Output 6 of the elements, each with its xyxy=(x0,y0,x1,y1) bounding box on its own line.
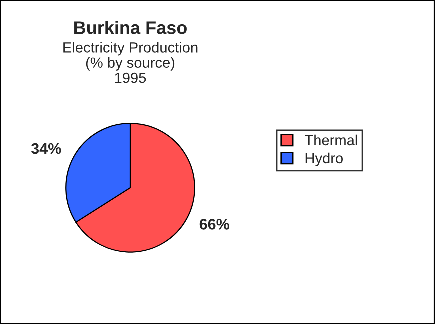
data-label: 34% xyxy=(31,143,62,154)
chart-subtitle: Electricity Production (% by source) 1995 xyxy=(64,42,198,84)
legend-label: Thermal xyxy=(305,134,358,146)
legend-label: Hydro xyxy=(306,152,343,167)
data-label: 66% xyxy=(200,219,230,230)
chart-title: Burkina Faso xyxy=(74,21,187,34)
